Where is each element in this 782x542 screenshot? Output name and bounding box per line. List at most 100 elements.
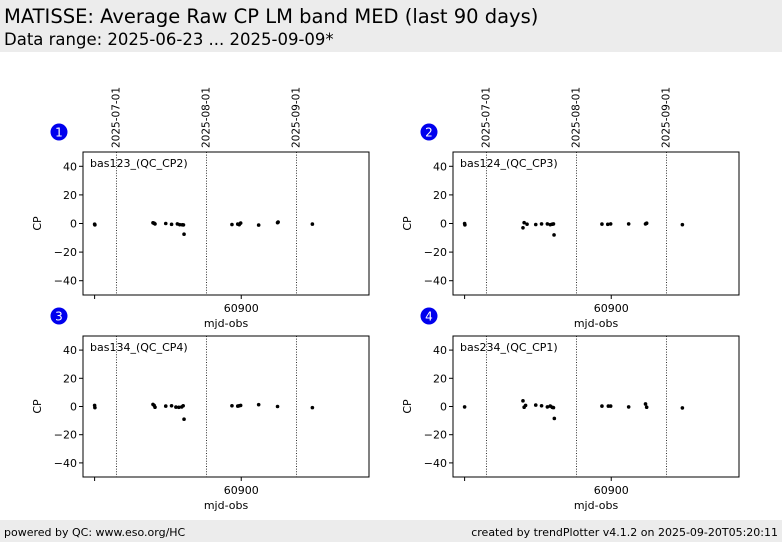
y-tick-label: −20	[424, 429, 447, 442]
data-point	[533, 403, 538, 407]
data-point	[605, 222, 610, 227]
panel-label: bas123_(QC_CP2)	[90, 157, 188, 170]
data-point	[177, 222, 182, 227]
data-point	[238, 221, 243, 225]
y-tick-label: 40	[63, 344, 77, 357]
month-marker-label: 2025-09-01	[290, 87, 302, 148]
data-point	[174, 405, 178, 409]
data-point	[230, 403, 234, 408]
y-tick-label: 0	[70, 401, 77, 414]
data-point	[93, 223, 97, 227]
panel-label: bas234_(QC_CP1)	[460, 341, 558, 354]
data-point	[545, 222, 550, 226]
data-point	[626, 222, 631, 226]
data-point	[276, 220, 280, 224]
data-point	[275, 404, 280, 409]
data-point	[680, 222, 685, 227]
y-tick-label: 20	[63, 189, 77, 202]
data-point	[551, 405, 556, 410]
data-point	[153, 222, 157, 226]
data-point	[163, 221, 168, 226]
panel-number-badge	[50, 307, 68, 325]
plot-frame	[82, 335, 370, 478]
x-tick-label: 60900	[594, 302, 629, 315]
page-title: MATISSE: Average Raw CP LM band MED (las…	[4, 5, 539, 28]
panel-label: bas134_(QC_CP4)	[90, 341, 188, 354]
data-point	[523, 403, 528, 408]
data-point	[539, 403, 544, 408]
y-axis-label: CP	[31, 399, 44, 414]
month-marker-label: 2025-07-01	[480, 87, 492, 148]
data-point	[552, 233, 556, 237]
data-point	[608, 404, 613, 408]
data-point	[644, 221, 649, 226]
y-tick-label: −20	[54, 246, 77, 259]
panel-number-badge	[420, 123, 438, 141]
panel-number-badge	[420, 307, 438, 325]
data-point	[181, 403, 185, 408]
plot-frame	[452, 335, 740, 478]
x-axis-label: mjd-obs	[204, 499, 249, 512]
plot-frame	[452, 151, 740, 296]
data-point	[539, 222, 544, 226]
y-tick-label: 20	[433, 372, 447, 385]
data-point	[551, 222, 556, 226]
y-tick-label: −40	[54, 457, 77, 470]
month-marker-label: 2025-08-01	[570, 87, 582, 148]
data-point	[256, 402, 261, 407]
y-tick-label: −40	[424, 275, 447, 288]
data-point	[552, 416, 557, 421]
y-tick-label: 40	[63, 160, 77, 173]
data-point	[256, 223, 261, 227]
x-tick-label: 60900	[594, 484, 629, 497]
data-point	[310, 222, 315, 226]
month-marker-label: 2025-09-01	[660, 87, 672, 148]
data-point	[521, 399, 525, 403]
data-point	[463, 223, 467, 227]
data-point	[545, 405, 550, 409]
y-tick-label: 0	[440, 401, 447, 414]
x-axis-label: mjd-obs	[574, 499, 619, 512]
x-axis-label: mjd-obs	[574, 317, 619, 330]
footer-powered-by: powered by QC: www.eso.org/HC	[4, 526, 186, 539]
panel-number: 4	[425, 310, 433, 324]
data-point	[600, 404, 604, 408]
y-tick-label: −40	[54, 275, 77, 288]
data-point	[93, 405, 97, 410]
data-point	[600, 222, 604, 226]
y-tick-label: −20	[54, 429, 77, 442]
y-tick-label: −20	[424, 246, 447, 259]
data-point	[169, 403, 174, 408]
data-point	[163, 404, 168, 408]
month-marker-label: 2025-08-01	[200, 87, 212, 148]
plot-frame	[82, 151, 370, 296]
data-point	[533, 222, 538, 227]
panel-number: 1	[55, 126, 63, 140]
data-point	[169, 222, 174, 227]
x-tick-label: 60900	[224, 302, 259, 315]
data-point	[177, 405, 181, 410]
month-marker-label: 2025-07-01	[110, 87, 122, 148]
y-tick-label: 0	[70, 218, 77, 231]
data-point	[522, 220, 526, 225]
data-point	[310, 405, 315, 410]
data-point	[608, 222, 613, 226]
y-tick-label: 0	[440, 218, 447, 231]
data-point	[525, 222, 529, 227]
y-tick-label: −40	[424, 457, 447, 470]
footer-created-by: created by trendPlotter v4.1.2 on 2025-0…	[471, 526, 778, 539]
x-axis-label: mjd-obs	[204, 317, 249, 330]
panel-number: 3	[55, 310, 63, 324]
data-range-subtitle: Data range: 2025-06-23 ... 2025-09-09*	[4, 30, 334, 49]
y-tick-label: 40	[433, 344, 447, 357]
data-point	[626, 405, 631, 409]
panel-label: bas124_(QC_CP3)	[460, 157, 558, 170]
y-axis-label: CP	[401, 216, 414, 231]
data-point	[153, 405, 157, 410]
data-point	[182, 232, 186, 237]
data-point	[680, 406, 685, 410]
data-point	[238, 403, 243, 408]
data-point	[181, 223, 186, 227]
y-tick-label: 40	[433, 160, 447, 173]
